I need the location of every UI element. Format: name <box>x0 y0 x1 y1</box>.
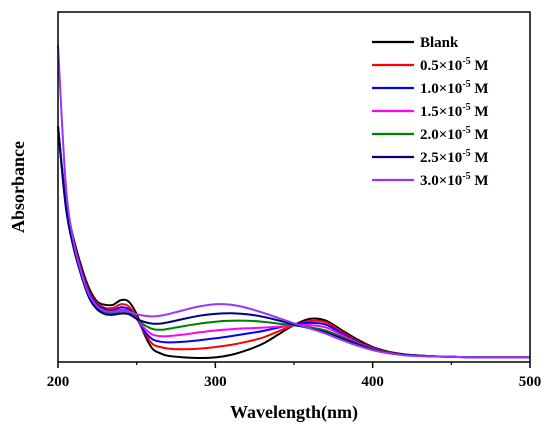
x-tick-label: 400 <box>361 374 384 390</box>
y-axis-title: Absorbance <box>8 141 28 233</box>
legend-label: Blank <box>420 35 459 51</box>
x-axis-title: Wavelength(nm) <box>230 402 358 423</box>
legend: Blank 0.5×10-5 M 1.0×10-5 M 1.5×10-5 M 2.0×1… <box>372 35 489 189</box>
series-line-6 <box>57 44 530 359</box>
series-curves <box>57 44 530 359</box>
legend-label: 1.0×10-5 M <box>420 79 489 97</box>
x-tick-label: 300 <box>204 374 227 390</box>
x-axis-ticks: 200 300 400 500 <box>47 362 542 390</box>
x-tick-label: 200 <box>47 374 70 390</box>
legend-label: 0.5×10-5 M <box>420 56 489 74</box>
x-tick-label: 500 <box>519 374 542 390</box>
legend-label: 2.5×10-5 M <box>420 148 489 166</box>
legend-label: 1.5×10-5 M <box>420 102 489 120</box>
legend-label: 3.0×10-5 M <box>420 171 489 189</box>
legend-label: 2.0×10-5 M <box>420 125 489 143</box>
